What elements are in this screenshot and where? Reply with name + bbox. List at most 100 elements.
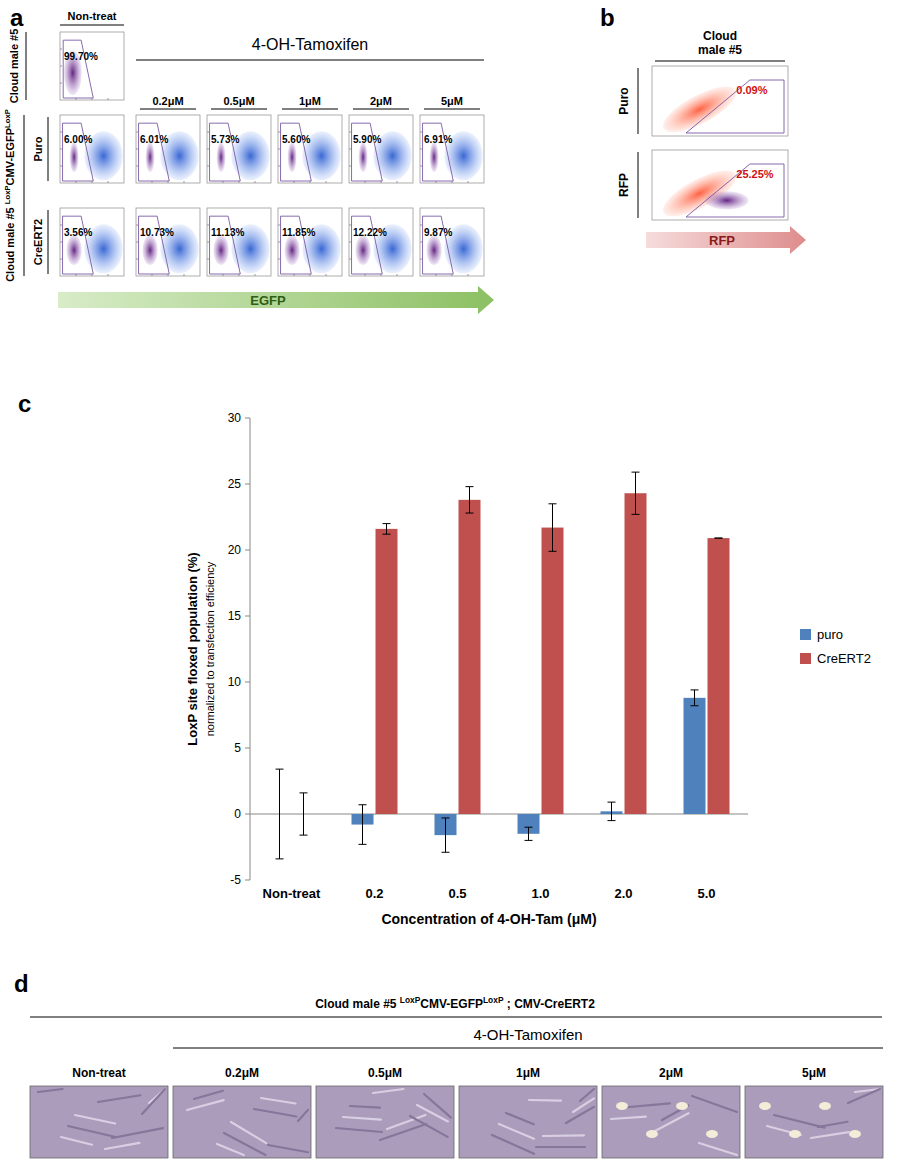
gate <box>63 40 93 98</box>
gate-percentage: 5.90% <box>353 134 381 145</box>
error-bar <box>383 524 391 535</box>
tick <box>397 274 398 276</box>
y-tick-label: 15 <box>228 609 242 623</box>
cell-texture <box>98 1095 140 1102</box>
error-bar <box>608 802 616 820</box>
gate <box>210 123 241 181</box>
plot-frame <box>207 208 271 276</box>
bar <box>684 698 706 814</box>
cell-texture <box>699 1143 737 1155</box>
flow-plot: 6.91% <box>420 115 484 183</box>
tick <box>349 242 351 243</box>
axis-arrow-label: EGFP <box>250 293 286 308</box>
error-cap <box>359 804 367 805</box>
bar <box>542 528 564 814</box>
x-tick-label: 5.0 <box>697 886 715 901</box>
tick <box>278 242 280 243</box>
cell-texture <box>298 1110 308 1121</box>
gate-percentage: 6.00% <box>64 134 92 145</box>
tick <box>349 166 351 167</box>
superscript: LoxP <box>483 995 504 1005</box>
error-stem <box>303 793 304 835</box>
panel-label: b <box>600 4 615 31</box>
y-tick-label: 30 <box>228 411 242 425</box>
gate <box>63 216 94 274</box>
row-label: RFP <box>617 173 631 197</box>
axis-arrow <box>646 226 806 254</box>
treatment-header: 4-OH-Tamoxifen <box>252 36 368 53</box>
row-rule <box>26 32 27 100</box>
tick <box>207 149 209 150</box>
cell-texture <box>536 1146 585 1148</box>
row-label: Puro <box>617 87 631 114</box>
tick <box>278 132 280 133</box>
cell-cloud <box>213 235 228 265</box>
y-tick <box>245 682 250 683</box>
cell-texture <box>611 1117 646 1119</box>
y-tick <box>245 880 250 881</box>
x-axis-title: Concentration of 4-OH-Tam (μM) <box>381 911 596 927</box>
figure: aNon-treat4-OH-Tamoxifen0.2μM0.5μM1μM2μM… <box>0 0 901 1162</box>
cell-texture <box>254 1109 296 1116</box>
cell-cloud <box>217 142 226 172</box>
x-axis <box>250 814 748 815</box>
tick <box>60 49 62 50</box>
flow-plot: 5.90% <box>349 115 413 183</box>
column-header: 0.5μM <box>368 1066 402 1080</box>
gate <box>139 123 170 181</box>
y-tick <box>245 814 250 815</box>
cell-texture <box>789 1130 801 1138</box>
treatment-header: 4-OH-Tamoxifen <box>473 1026 582 1043</box>
error-bar <box>300 793 308 835</box>
tick <box>207 242 209 243</box>
plot-frame <box>136 115 200 183</box>
tick <box>278 149 280 150</box>
error-cap <box>276 858 284 859</box>
cell-texture <box>616 1102 628 1110</box>
gate-percentage: 10.73% <box>140 227 174 238</box>
cell-cloud <box>66 235 81 265</box>
tick <box>255 274 256 276</box>
micrograph <box>745 1086 883 1158</box>
legend-label: puro <box>817 627 843 642</box>
gate <box>352 216 383 274</box>
error-cap <box>715 538 723 539</box>
gate-percentage: 0.09% <box>736 84 767 96</box>
legend-swatch <box>800 653 811 664</box>
bar <box>376 529 398 814</box>
superscript: LoxP <box>400 995 421 1005</box>
cell-texture <box>217 1144 244 1155</box>
gate-percentage: 3.56% <box>64 227 92 238</box>
flow-plot: 5.60% <box>278 115 342 183</box>
micrograph-frame <box>316 1086 454 1158</box>
error-cap <box>608 802 616 803</box>
gate <box>281 123 312 181</box>
axis-arrow-label: RFP <box>709 233 735 248</box>
plot-frame <box>207 115 271 183</box>
flow-plot: 0.09% <box>652 66 788 141</box>
row-rule <box>638 152 639 218</box>
gate-percentage: 25.25% <box>736 168 774 180</box>
y-tick <box>245 484 250 485</box>
x-tick-label: 2.0 <box>614 886 632 901</box>
plot-frame <box>349 115 413 183</box>
gate <box>281 216 312 274</box>
cell-cloud <box>657 78 742 141</box>
error-cap <box>549 503 557 504</box>
legend-label: CreERT2 <box>817 651 871 666</box>
error-cap <box>691 689 699 690</box>
gate <box>423 216 454 274</box>
tick <box>60 166 62 167</box>
tick <box>108 181 109 183</box>
error-stem <box>445 818 446 852</box>
column-header: 2μM <box>659 1066 683 1080</box>
error-bar <box>549 504 557 552</box>
error-cap <box>442 817 450 818</box>
error-bar <box>359 805 367 845</box>
micrograph-frame <box>30 1086 168 1158</box>
tick <box>184 181 185 183</box>
error-stem <box>362 805 363 845</box>
error-cap <box>383 534 391 535</box>
tick <box>207 166 209 167</box>
tick <box>136 166 138 167</box>
